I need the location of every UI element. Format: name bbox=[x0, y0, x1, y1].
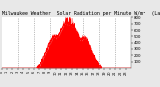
Text: Milwaukee Weather  Solar Radiation per Minute W/m²  (Last 24 Hours): Milwaukee Weather Solar Radiation per Mi… bbox=[2, 11, 160, 16]
